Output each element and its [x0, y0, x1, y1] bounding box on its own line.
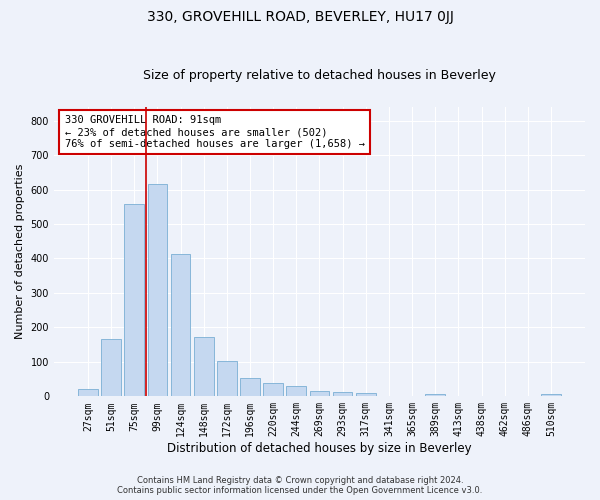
X-axis label: Distribution of detached houses by size in Beverley: Distribution of detached houses by size …	[167, 442, 472, 455]
Bar	[217, 361, 236, 396]
Bar	[263, 383, 283, 396]
Title: Size of property relative to detached houses in Beverley: Size of property relative to detached ho…	[143, 69, 496, 82]
Y-axis label: Number of detached properties: Number of detached properties	[15, 164, 25, 339]
Text: 330 GROVEHILL ROAD: 91sqm
← 23% of detached houses are smaller (502)
76% of semi: 330 GROVEHILL ROAD: 91sqm ← 23% of detac…	[65, 116, 365, 148]
Text: 330, GROVEHILL ROAD, BEVERLEY, HU17 0JJ: 330, GROVEHILL ROAD, BEVERLEY, HU17 0JJ	[146, 10, 454, 24]
Bar	[124, 204, 144, 396]
Bar	[356, 393, 376, 396]
Text: Contains HM Land Registry data © Crown copyright and database right 2024.
Contai: Contains HM Land Registry data © Crown c…	[118, 476, 482, 495]
Bar	[148, 184, 167, 396]
Bar	[240, 378, 260, 396]
Bar	[333, 392, 352, 396]
Bar	[194, 337, 214, 396]
Bar	[425, 394, 445, 396]
Bar	[170, 254, 190, 396]
Bar	[78, 390, 98, 396]
Bar	[101, 340, 121, 396]
Bar	[310, 391, 329, 396]
Bar	[286, 386, 306, 396]
Bar	[541, 394, 561, 396]
